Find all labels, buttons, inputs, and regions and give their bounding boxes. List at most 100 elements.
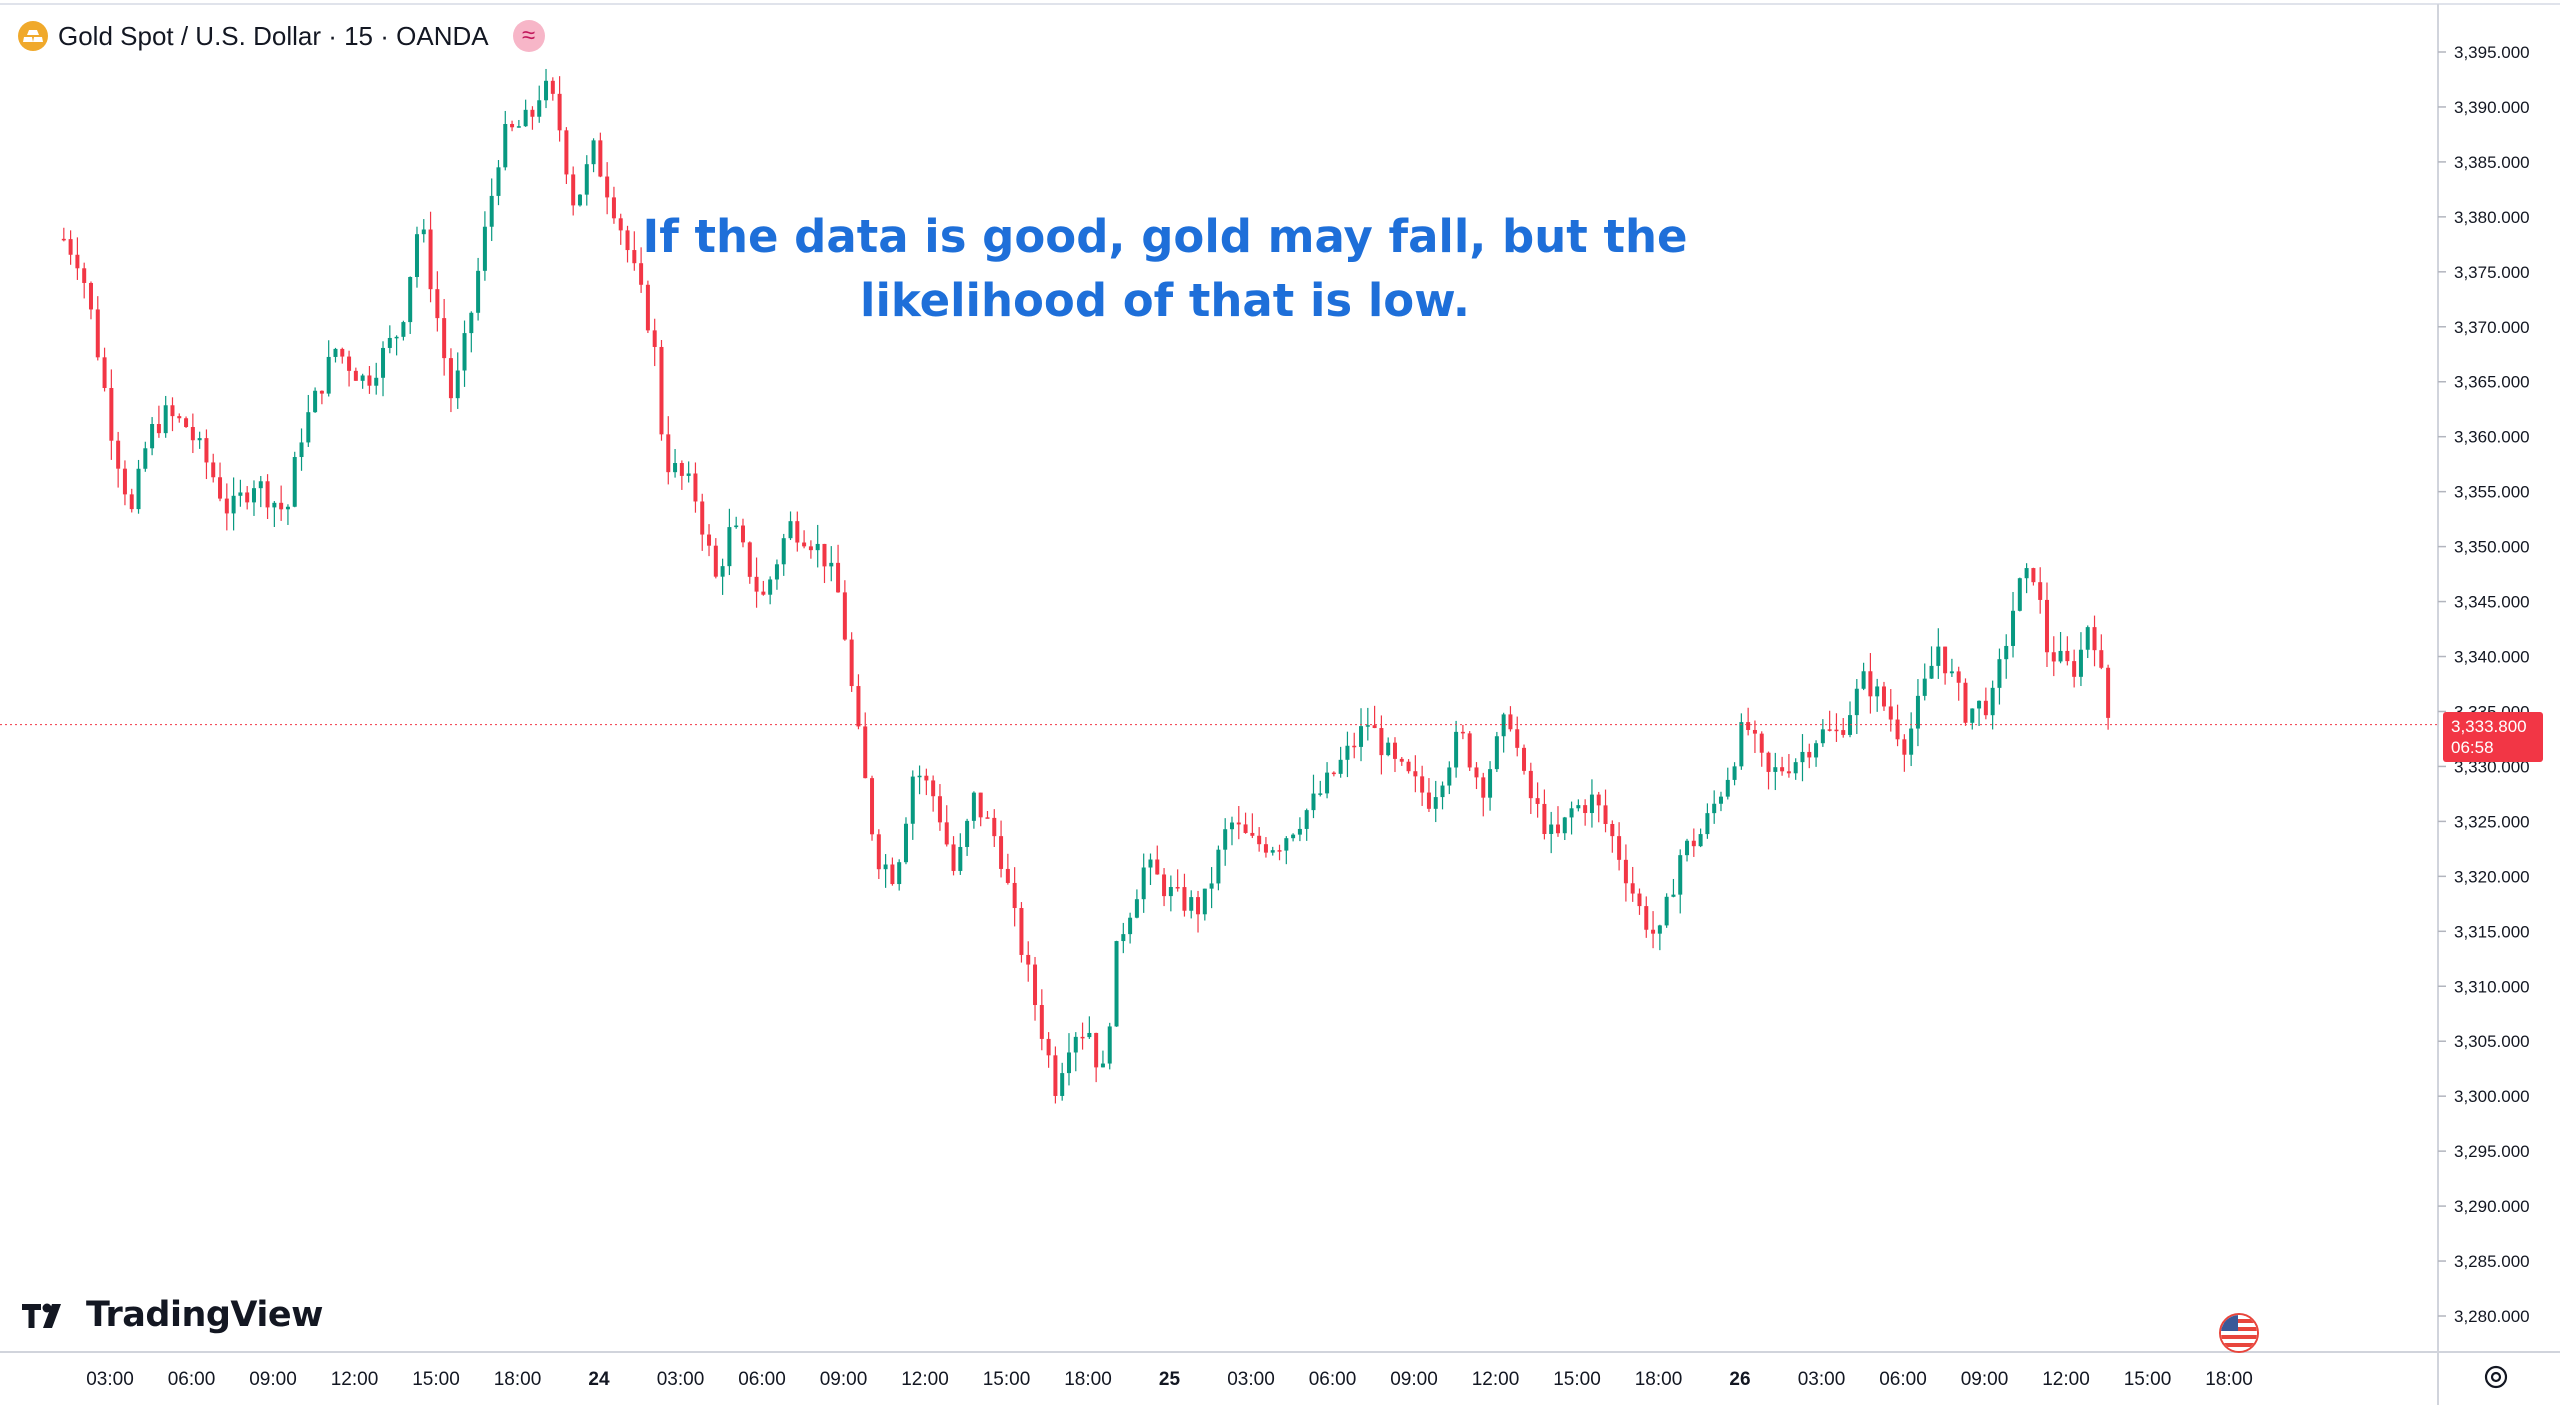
candle-body — [1073, 1036, 1078, 1053]
candle-body — [2011, 610, 2016, 646]
candle-body — [747, 542, 752, 577]
x-tick-label: 26 — [1729, 1369, 1750, 1390]
y-tick-label: 3,380.000 — [2454, 208, 2530, 227]
candle-body — [965, 820, 970, 847]
candle-body — [61, 238, 66, 241]
candle-body — [652, 330, 657, 347]
candle-body — [544, 80, 549, 101]
candle-body — [1820, 729, 1825, 744]
candle-body — [1114, 941, 1119, 1027]
candle-body — [897, 862, 902, 885]
candle-body — [856, 686, 861, 727]
candle-body — [360, 375, 365, 381]
y-tick-label: 3,285.000 — [2454, 1252, 2530, 1271]
candle-body — [1094, 1032, 1099, 1068]
candle-body — [218, 477, 223, 499]
candle-body — [1386, 742, 1391, 756]
candle-body — [109, 387, 114, 441]
candle-body — [666, 434, 671, 473]
candle-body — [910, 776, 915, 824]
y-tick-label: 3,290.000 — [2454, 1197, 2530, 1216]
indicator-icon[interactable]: ≈ — [512, 20, 545, 52]
candle-body — [1392, 742, 1397, 759]
candle-body — [2085, 627, 2090, 650]
candle-body — [211, 462, 216, 478]
candle-body — [1277, 850, 1282, 852]
candle-body — [754, 576, 759, 592]
candle-body — [720, 566, 725, 577]
x-tick-label: 24 — [588, 1369, 610, 1390]
gold-bars-icon — [18, 21, 48, 51]
candle-body — [1983, 700, 1988, 716]
candle-body — [1752, 729, 1757, 734]
candle-body — [1841, 730, 1846, 735]
candle-body — [496, 167, 501, 196]
candle-body — [530, 109, 535, 117]
candle-body — [279, 502, 284, 510]
candle-body — [1664, 896, 1669, 926]
candle-body — [156, 424, 161, 434]
candle-body — [272, 502, 277, 508]
candle-body — [482, 226, 487, 271]
us-flag-event-icon[interactable] — [2219, 1313, 2259, 1353]
candle-body — [788, 521, 793, 539]
x-tick-label: 03:00 — [1227, 1369, 1275, 1390]
candle-body — [1854, 688, 1859, 716]
candle-body — [489, 195, 494, 227]
candle-body — [842, 592, 847, 640]
y-tick-label: 3,390.000 — [2454, 98, 2530, 117]
candle-body — [815, 543, 820, 551]
y-tick-label: 3,320.000 — [2454, 867, 2530, 886]
candle-body — [1121, 934, 1126, 942]
candle-body — [1766, 752, 1771, 772]
candle-body — [95, 309, 100, 358]
x-tick-label: 06:00 — [1309, 1369, 1357, 1390]
candle-body — [1732, 766, 1737, 780]
candle-body — [2038, 582, 2043, 600]
y-tick-label: 3,345.000 — [2454, 593, 2530, 612]
tradingview-watermark[interactable]: TradingView — [22, 1295, 323, 1335]
candle-body — [1291, 834, 1296, 839]
y-tick-label: 3,310.000 — [2454, 977, 2530, 996]
candle-body — [1257, 835, 1262, 845]
candle-body — [870, 778, 875, 835]
x-tick-label: 15:00 — [412, 1369, 460, 1390]
candle-body — [1372, 725, 1377, 729]
candle-body — [1698, 834, 1703, 847]
watermark-label: TradingView — [86, 1295, 323, 1335]
candle-body — [1990, 687, 1995, 716]
candle-body — [944, 822, 949, 845]
candle-body — [1141, 867, 1146, 900]
symbol-legend[interactable]: Gold Spot / U.S. Dollar · 15 · OANDA ≈ — [18, 18, 545, 54]
candle-body — [1651, 929, 1656, 934]
candle-body — [707, 534, 712, 546]
candle-body — [1501, 714, 1506, 737]
candle-body — [387, 337, 392, 348]
candle-body — [1426, 792, 1431, 809]
y-tick-label: 3,360.000 — [2454, 428, 2530, 447]
candle-body — [2024, 568, 2029, 579]
candle-body — [822, 543, 827, 567]
x-tick-label: 12:00 — [331, 1369, 379, 1390]
candle-body — [1963, 682, 1968, 723]
x-tick-label: 25 — [1159, 1369, 1181, 1390]
candle-body — [1515, 729, 1520, 748]
candle-body — [1977, 700, 1982, 709]
candle-body — [1827, 729, 1832, 731]
candle-body — [1243, 824, 1248, 833]
candle-body — [876, 834, 881, 870]
candle-body — [1644, 906, 1649, 930]
candle-body — [679, 463, 684, 476]
candle-body — [1060, 1073, 1065, 1096]
candle-body — [1603, 805, 1608, 825]
settings-gear-icon[interactable] — [2479, 1360, 2513, 1394]
candle-body — [1596, 794, 1601, 806]
candle-body — [129, 494, 134, 510]
candle-body — [584, 164, 589, 195]
candle-body — [1209, 883, 1214, 889]
candle-body — [299, 442, 304, 458]
candle-body — [1861, 671, 1866, 689]
candle-body — [224, 498, 229, 514]
